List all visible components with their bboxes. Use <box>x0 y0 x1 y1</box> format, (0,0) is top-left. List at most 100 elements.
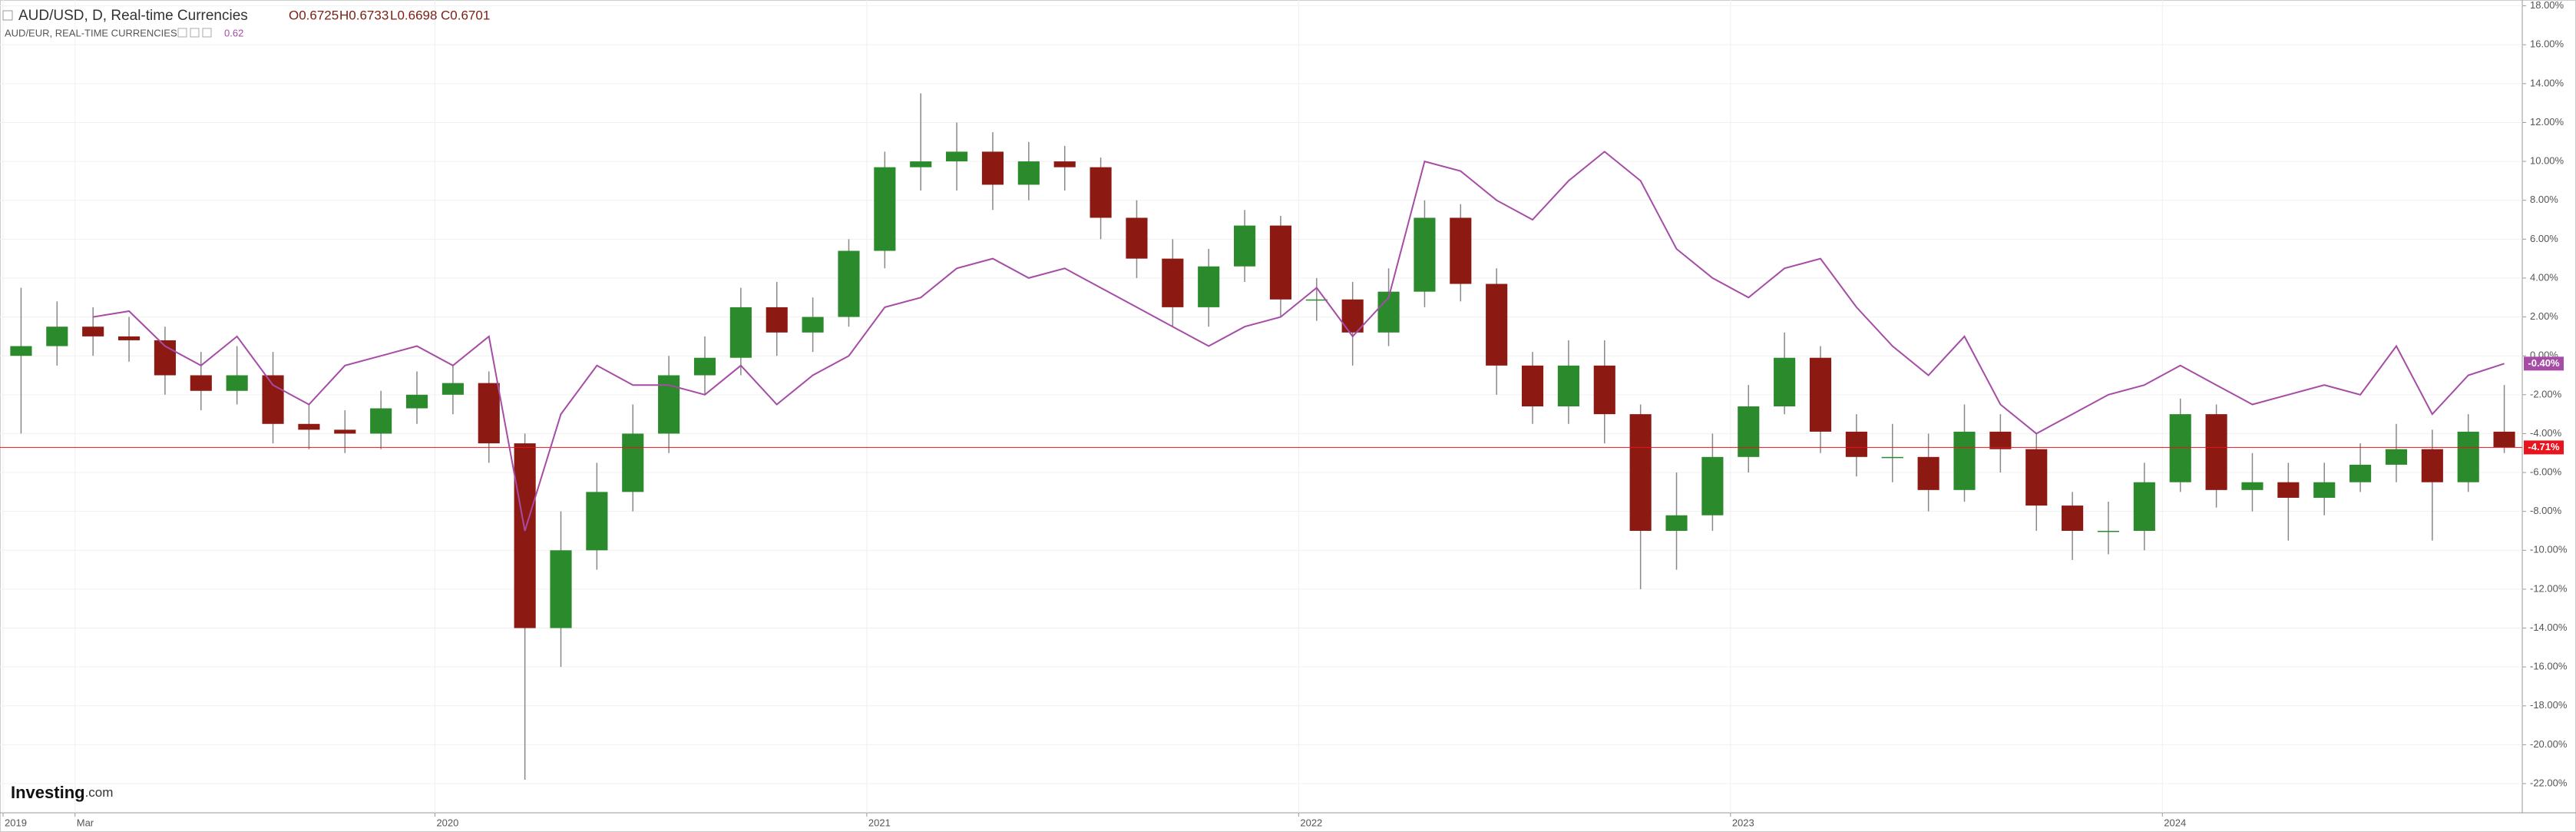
candle-body <box>1774 357 1796 406</box>
candle-body <box>1017 161 1040 185</box>
candle-body <box>10 346 32 356</box>
candle-body <box>2493 431 2515 448</box>
x-tick-label: 2024 <box>2164 817 2186 828</box>
candle-body <box>478 383 500 444</box>
candle-body <box>981 151 1004 185</box>
plot-area <box>0 93 2522 780</box>
candle-body <box>2349 464 2372 482</box>
candle-body <box>2241 482 2264 490</box>
candle-body <box>1198 266 1220 307</box>
candle-body <box>1701 456 1724 515</box>
candle-body <box>658 375 680 434</box>
candle-body <box>1234 225 1256 267</box>
candle-body <box>1989 431 2012 449</box>
candle-body <box>370 408 392 434</box>
x-tick-label: 2021 <box>868 817 891 828</box>
candle-body <box>514 443 536 628</box>
quote-value: L0.6698 <box>390 8 437 22</box>
candle-body <box>766 307 788 333</box>
quote-value: C0.6701 <box>441 8 490 22</box>
candle-body <box>1917 456 1939 490</box>
quote-value: O0.6725 <box>289 8 339 22</box>
candle-body <box>298 423 320 430</box>
candle-body <box>1162 258 1184 307</box>
candle-body <box>802 317 824 333</box>
line-series <box>93 151 2505 532</box>
legend-entry: AUD/EUR, REAL-TIME CURRENCIES <box>5 27 177 38</box>
grid <box>0 0 2522 813</box>
candle-body <box>441 383 464 395</box>
candle-body <box>1845 431 1867 457</box>
candle-body <box>729 307 752 358</box>
candle-body <box>2421 449 2443 482</box>
y-tick-label: 8.00% <box>2530 194 2558 205</box>
y-tick-label: -20.00% <box>2530 738 2568 750</box>
brand: Investing.com <box>11 783 113 802</box>
candle-body <box>1269 225 1291 300</box>
y-tick-label: -12.00% <box>2530 582 2568 594</box>
candle-body <box>1881 456 1903 459</box>
candle-body <box>226 375 248 391</box>
y-tick-label: -18.00% <box>2530 699 2568 711</box>
y-tick-label: 10.00% <box>2530 155 2564 167</box>
x-tick-label: 2022 <box>1300 817 1322 828</box>
legend-icon <box>190 28 200 38</box>
y-tick-label: -22.00% <box>2530 777 2568 788</box>
candle-body <box>1486 283 1508 366</box>
collapse-icon[interactable] <box>2 10 13 21</box>
brand-suffix: .com <box>85 785 114 800</box>
candle-body <box>1053 161 1076 167</box>
candle-body <box>1665 515 1688 531</box>
y-tick-label: -2.00% <box>2530 388 2562 399</box>
y-tick-label: 14.00% <box>2530 77 2564 88</box>
candle-body <box>262 375 284 424</box>
candle-body <box>334 429 356 434</box>
y-tick-label: 6.00% <box>2530 233 2558 244</box>
candle-body <box>838 250 860 317</box>
quote: 0.62 <box>177 27 243 38</box>
candle-body <box>1521 365 1544 406</box>
y-tick-label: 16.00% <box>2530 38 2564 50</box>
price-badge-label: -0.40% <box>2528 357 2560 369</box>
candle-body <box>2457 431 2479 482</box>
y-tick-label: -10.00% <box>2530 544 2568 555</box>
y-tick-label: 4.00% <box>2530 271 2558 283</box>
candle-body <box>1557 365 1579 406</box>
y-tick-label: -8.00% <box>2530 505 2562 516</box>
candle-body <box>2313 482 2336 498</box>
quote-value: H0.6733 <box>339 8 389 22</box>
x-tick-label: 2023 <box>1732 817 1754 828</box>
brand-name: Investing <box>11 783 85 802</box>
candle-body <box>2169 414 2191 482</box>
candle-body <box>622 433 644 492</box>
quote-value: 0.62 <box>224 27 243 38</box>
candle-body <box>586 492 608 551</box>
candle-body <box>1629 414 1652 531</box>
candle-body <box>2025 449 2048 506</box>
candle-body <box>2385 449 2408 465</box>
y-tick-label: 2.00% <box>2530 310 2558 322</box>
candle-body <box>1450 217 1472 284</box>
y-tick-label: -16.00% <box>2530 661 2568 672</box>
legend-icon <box>177 28 187 38</box>
price-badge-label: -4.71% <box>2528 441 2560 452</box>
y-tick-label: 18.00% <box>2530 0 2564 11</box>
candle-body <box>874 167 896 251</box>
y-tick-label: -6.00% <box>2530 466 2562 477</box>
candle-body <box>1953 431 1976 490</box>
candle-body <box>1414 217 1436 292</box>
candle-body <box>910 161 932 167</box>
quote: O0.6725 H0.6733 L0.6698 C0.6701 <box>289 8 490 22</box>
candle-body <box>946 151 968 162</box>
candle-body <box>1305 299 1328 301</box>
candle-body <box>190 375 212 391</box>
price-badge <box>2524 440 2564 455</box>
y-tick-label: -14.00% <box>2530 622 2568 633</box>
candle-body <box>117 336 141 340</box>
legend: AUD/USD, D, Real-time Currencies O0.6725… <box>2 8 490 38</box>
x-tick-label: 2019 <box>5 817 27 828</box>
y-tick-label: -4.00% <box>2530 427 2562 439</box>
candle-body <box>1090 167 1112 218</box>
